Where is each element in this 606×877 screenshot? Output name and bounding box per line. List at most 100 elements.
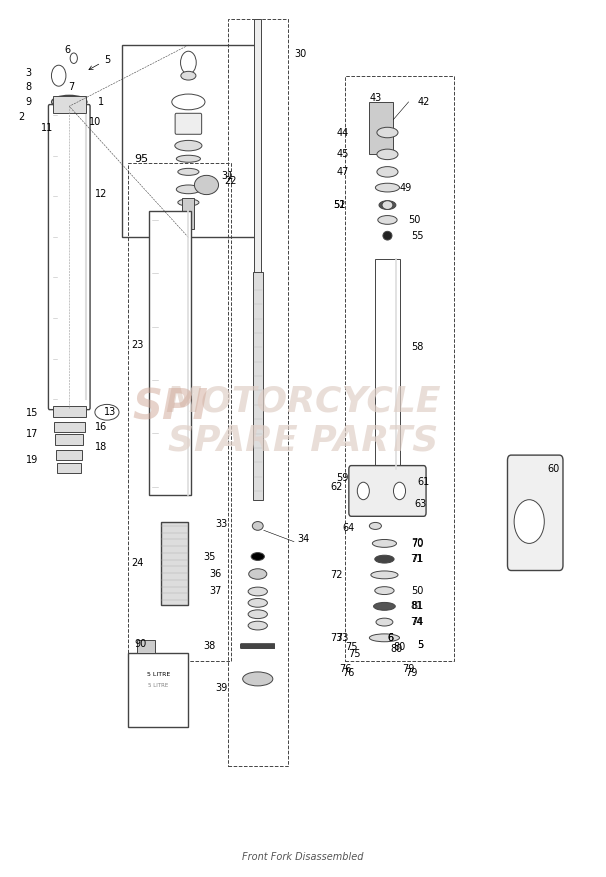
Text: 5: 5 xyxy=(418,640,424,650)
Circle shape xyxy=(52,65,66,86)
Bar xyxy=(54,422,85,432)
Text: 80: 80 xyxy=(390,645,403,654)
Text: Front Fork Disassembled: Front Fork Disassembled xyxy=(242,852,364,862)
Ellipse shape xyxy=(369,523,381,530)
Text: 45: 45 xyxy=(336,149,348,160)
Text: 50: 50 xyxy=(408,215,421,225)
Text: 31: 31 xyxy=(222,171,234,182)
Text: 5: 5 xyxy=(89,54,110,69)
Text: 39: 39 xyxy=(216,682,228,693)
Text: 24: 24 xyxy=(131,558,144,568)
Bar xyxy=(128,652,188,727)
Ellipse shape xyxy=(379,201,396,210)
Ellipse shape xyxy=(178,168,199,175)
Bar xyxy=(345,75,454,661)
Text: 33: 33 xyxy=(216,519,228,529)
Text: 23: 23 xyxy=(131,339,144,350)
Bar xyxy=(149,211,191,496)
Ellipse shape xyxy=(369,634,399,642)
Ellipse shape xyxy=(377,149,398,160)
Ellipse shape xyxy=(371,571,398,579)
Text: 81: 81 xyxy=(410,602,422,611)
Ellipse shape xyxy=(375,587,394,595)
Ellipse shape xyxy=(378,216,397,225)
Bar xyxy=(375,260,399,469)
Text: 60: 60 xyxy=(547,464,559,474)
Ellipse shape xyxy=(248,569,267,579)
Ellipse shape xyxy=(373,602,395,610)
Text: 15: 15 xyxy=(25,408,38,418)
Ellipse shape xyxy=(377,167,398,177)
Text: 90: 90 xyxy=(134,639,146,649)
Ellipse shape xyxy=(252,522,263,531)
Ellipse shape xyxy=(242,672,273,686)
Text: 5: 5 xyxy=(418,640,424,650)
Text: 18: 18 xyxy=(95,442,107,453)
Text: 37: 37 xyxy=(210,587,222,596)
Bar xyxy=(254,19,261,282)
Text: 6: 6 xyxy=(387,633,393,643)
FancyBboxPatch shape xyxy=(507,455,563,571)
Text: 76: 76 xyxy=(339,664,351,674)
Ellipse shape xyxy=(251,553,264,560)
Text: 1: 1 xyxy=(98,97,104,107)
Text: 2: 2 xyxy=(18,111,24,122)
Circle shape xyxy=(358,482,369,500)
Ellipse shape xyxy=(371,470,404,486)
Text: 61: 61 xyxy=(418,477,430,488)
Text: 75: 75 xyxy=(348,649,361,659)
Text: 12: 12 xyxy=(95,189,107,199)
Ellipse shape xyxy=(175,140,202,151)
Text: 64: 64 xyxy=(342,523,355,532)
Text: 71: 71 xyxy=(410,554,422,564)
Text: 79: 79 xyxy=(402,664,415,674)
Text: SPI: SPI xyxy=(132,387,208,429)
Text: 16: 16 xyxy=(95,422,107,432)
Ellipse shape xyxy=(178,199,199,206)
FancyBboxPatch shape xyxy=(349,466,426,517)
Ellipse shape xyxy=(375,183,399,192)
Text: 47: 47 xyxy=(336,167,348,177)
Bar xyxy=(161,522,188,604)
Text: 72: 72 xyxy=(330,570,342,580)
Bar xyxy=(56,450,82,460)
Text: 73: 73 xyxy=(330,633,342,643)
Ellipse shape xyxy=(176,185,201,194)
Text: 9: 9 xyxy=(25,97,32,107)
Text: 43: 43 xyxy=(369,93,382,103)
Text: 42: 42 xyxy=(418,97,430,107)
Text: 52: 52 xyxy=(333,200,345,210)
Text: 19: 19 xyxy=(25,455,38,466)
Ellipse shape xyxy=(195,175,219,195)
Bar xyxy=(53,96,86,113)
Text: 5 LITRE: 5 LITRE xyxy=(148,683,168,688)
Bar xyxy=(58,463,81,474)
Text: 79: 79 xyxy=(405,667,418,678)
Ellipse shape xyxy=(248,610,267,618)
Text: 55: 55 xyxy=(411,231,424,240)
Ellipse shape xyxy=(248,587,267,595)
Text: 74: 74 xyxy=(410,617,423,627)
Text: 71: 71 xyxy=(411,554,424,564)
Text: 75: 75 xyxy=(345,642,358,652)
Text: MOTORCYCLE
SPARE PARTS: MOTORCYCLE SPARE PARTS xyxy=(165,384,441,458)
Bar xyxy=(228,19,288,766)
Ellipse shape xyxy=(376,618,393,626)
Text: 73: 73 xyxy=(336,633,348,643)
Text: 58: 58 xyxy=(411,342,424,352)
Text: 51: 51 xyxy=(333,200,345,210)
Ellipse shape xyxy=(375,555,394,563)
Text: 62: 62 xyxy=(330,481,342,492)
Text: 80: 80 xyxy=(393,642,406,652)
Text: 6: 6 xyxy=(65,46,71,55)
Ellipse shape xyxy=(52,96,87,109)
Bar xyxy=(55,434,84,445)
Text: 7: 7 xyxy=(68,82,74,92)
Text: 11: 11 xyxy=(41,123,53,133)
Text: 70: 70 xyxy=(411,538,424,548)
Ellipse shape xyxy=(383,232,392,240)
Text: 36: 36 xyxy=(210,569,222,579)
Text: 49: 49 xyxy=(399,182,411,193)
Text: 10: 10 xyxy=(89,117,101,127)
Text: 50: 50 xyxy=(411,586,424,595)
